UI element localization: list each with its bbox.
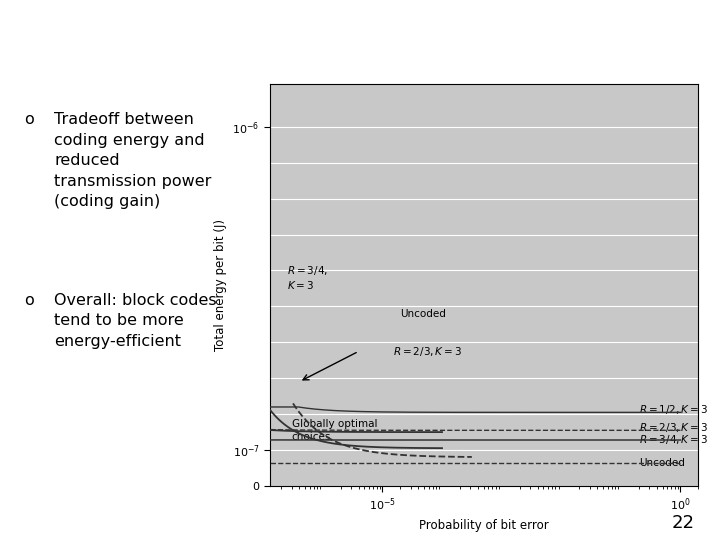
X-axis label: Probability of bit error: Probability of bit error [419, 518, 549, 531]
Text: o: o [24, 293, 34, 308]
Text: Tradeoff between
coding energy and
reduced
transmission power
(coding gain): Tradeoff between coding energy and reduc… [54, 112, 212, 209]
Text: $R = 2/3, K = 3$: $R = 2/3, K = 3$ [393, 345, 462, 358]
Text: Energy consumption of  convolutional codes: Energy consumption of convolutional code… [13, 18, 720, 46]
Text: $R = 2/3, K = 3$: $R = 2/3, K = 3$ [639, 421, 708, 434]
Text: Uncoded: Uncoded [639, 458, 685, 468]
Text: $R = 3/4, K = 3$: $R = 3/4, K = 3$ [639, 433, 708, 446]
Text: $R = 3/4,$
$K = 3$: $R = 3/4,$ $K = 3$ [287, 264, 328, 291]
Y-axis label: Total energy per bit (J): Total energy per bit (J) [214, 219, 227, 351]
Text: Globally optimal
choices: Globally optimal choices [292, 418, 377, 442]
Text: o: o [24, 112, 34, 127]
Text: $R = 1/2, K = 3$: $R = 1/2, K = 3$ [639, 403, 708, 416]
Text: 22: 22 [672, 514, 695, 532]
Text: Overall: block codes
tend to be more
energy-efficient: Overall: block codes tend to be more ene… [54, 293, 217, 349]
Text: Uncoded: Uncoded [400, 308, 446, 319]
